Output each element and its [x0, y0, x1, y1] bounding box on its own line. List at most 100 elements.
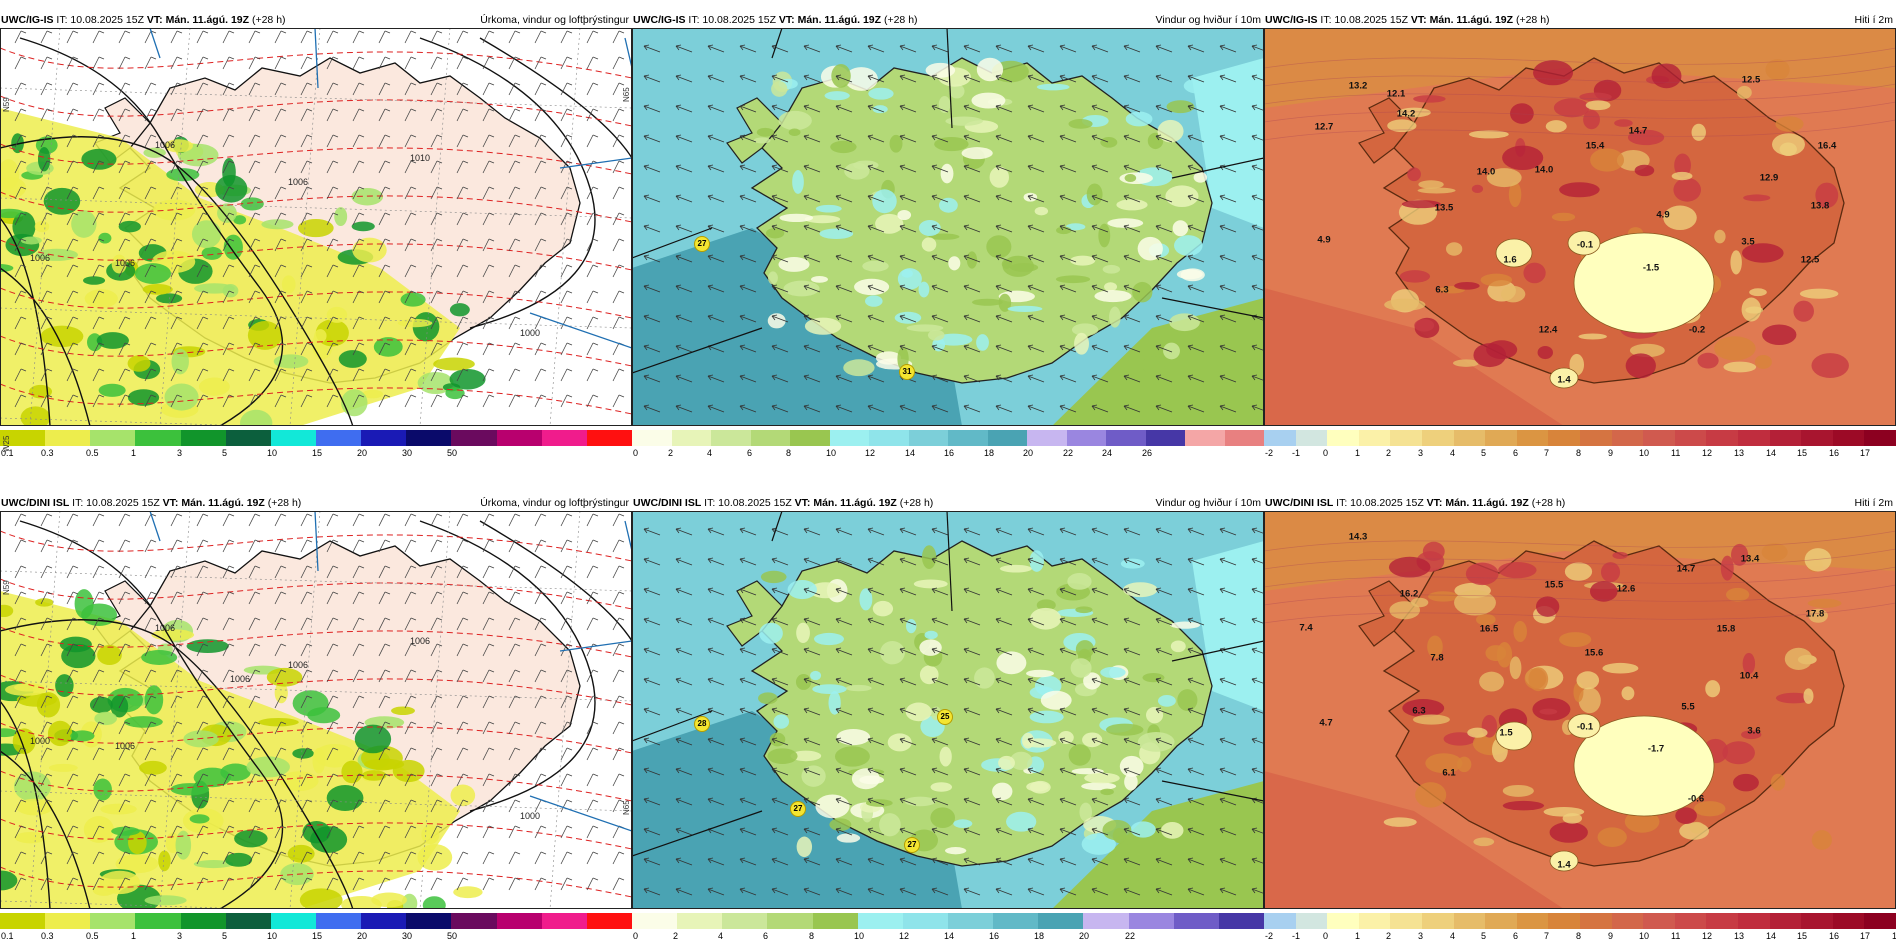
precip-cell [141, 650, 178, 665]
colorbar-tick-label: 11 [1671, 448, 1681, 458]
wind-arrow [1155, 284, 1173, 293]
wind-barb [144, 238, 157, 252]
wind-barb [560, 825, 573, 839]
wind-arrow [1027, 617, 1045, 626]
colorbar: -2-10123456789101112131415161718 [1264, 913, 1896, 945]
wind-barb [508, 238, 521, 252]
wind-speed-cell [1034, 206, 1049, 216]
temperature-value-label: 15.6 [1584, 647, 1604, 659]
temperature-cell [1513, 620, 1527, 643]
wind-barb [534, 212, 547, 226]
wind-barb [430, 56, 443, 70]
colorbar-tick-label: 18 [984, 448, 995, 458]
wind-barb [560, 747, 573, 761]
wind-barb [612, 316, 625, 330]
precip-cell [83, 276, 106, 285]
temperature-cell [1697, 352, 1719, 369]
wind-arrow [963, 194, 981, 203]
panel-run-info: UWC/DINI ISL IT: 10.08.2025 15Z VT: Mán.… [1, 495, 301, 511]
wind-speed-cell [1070, 255, 1096, 266]
wind-barb [40, 747, 53, 761]
map-view[interactable] [632, 511, 1264, 909]
wind-arrow [643, 194, 661, 203]
wind-arrow [931, 164, 949, 173]
colorbar-tick-label: 16 [989, 931, 1000, 941]
wind-arrow [867, 827, 885, 836]
wind-barb [222, 851, 235, 865]
wind-barb [378, 565, 391, 579]
wind-arrow [1027, 707, 1045, 716]
wind-barb [66, 238, 79, 252]
wind-arrow [931, 527, 949, 536]
wind-arrow [739, 44, 757, 53]
wind-arrow [931, 737, 949, 746]
wind-arrow [803, 404, 821, 413]
wind-barb [378, 290, 391, 304]
wind-arrow [707, 887, 725, 896]
wind-barb [170, 513, 183, 527]
wind-arrow [675, 284, 693, 293]
wind-barb [404, 316, 417, 330]
colorbar-tick-label: 0 [633, 931, 639, 941]
temperature-cell [1694, 801, 1726, 817]
wind-barb [482, 264, 495, 278]
wind-barb [118, 773, 131, 787]
wind-barb [274, 212, 287, 226]
map-view[interactable] [1264, 28, 1896, 426]
wind-barb [222, 316, 235, 330]
wind-arrow [1059, 134, 1077, 143]
isotherm [0, 770, 632, 802]
wind-barb [586, 851, 599, 865]
wind-arrow [739, 587, 757, 596]
colorbar-tick-label: 0.1 [1, 448, 14, 458]
wind-arrow [739, 797, 757, 806]
wind-arrow [675, 404, 693, 413]
map-view[interactable] [1264, 511, 1896, 909]
wind-barb [144, 773, 157, 787]
init-time: IT: 10.08.2025 15Z [1336, 497, 1424, 509]
wind-barb [40, 186, 53, 200]
colorbar-swatch [270, 430, 316, 446]
latitude-label: N65 [622, 800, 631, 815]
isobar-label: 1006 [229, 674, 251, 684]
wind-arrow [1219, 797, 1237, 806]
colorbar-tick-label: 0 [1323, 448, 1329, 458]
wind-barb [378, 342, 391, 356]
wind-barb [352, 617, 365, 631]
wind-barb [40, 721, 53, 735]
wind-arrow [1251, 404, 1264, 411]
wind-barb [378, 591, 391, 605]
wind-arrow [643, 677, 661, 686]
wind-barb [66, 539, 79, 553]
map-view[interactable] [0, 511, 632, 909]
wind-barb [508, 134, 521, 148]
wind-arrow [835, 164, 853, 173]
temperature-value-label: 12.5 [1741, 74, 1761, 86]
colorbar-swatch [1390, 430, 1422, 446]
temperature-cell [1453, 359, 1480, 367]
wind-arrow [643, 164, 661, 173]
wind-barb [66, 695, 79, 709]
colorbar-swatch [1295, 913, 1328, 929]
map-view[interactable] [632, 28, 1264, 426]
wind-barb [196, 513, 209, 527]
map-view[interactable] [0, 28, 632, 426]
wind-arrow [995, 587, 1013, 596]
wind-arrow [995, 617, 1013, 626]
wind-arrow [675, 224, 693, 233]
temperature-cell [1467, 727, 1488, 738]
wind-barb [612, 851, 625, 865]
wind-barb [196, 316, 209, 330]
isotherm [0, 530, 632, 562]
wind-barb [456, 238, 469, 252]
wind-arrow [867, 254, 885, 263]
wind-arrow [1059, 887, 1077, 896]
wind-arrow [707, 74, 725, 83]
gust-max-marker: 27 [694, 236, 710, 252]
panel-run-info: UWC/DINI ISL IT: 10.08.2025 15Z VT: Mán.… [633, 495, 933, 511]
colorbar-swatch [908, 430, 948, 446]
wind-arrow [1251, 527, 1264, 534]
wind-barb [118, 617, 131, 631]
precip-cell [326, 785, 364, 812]
panel-title: Úrkoma, vindur og loftþrýstingur [480, 14, 629, 26]
